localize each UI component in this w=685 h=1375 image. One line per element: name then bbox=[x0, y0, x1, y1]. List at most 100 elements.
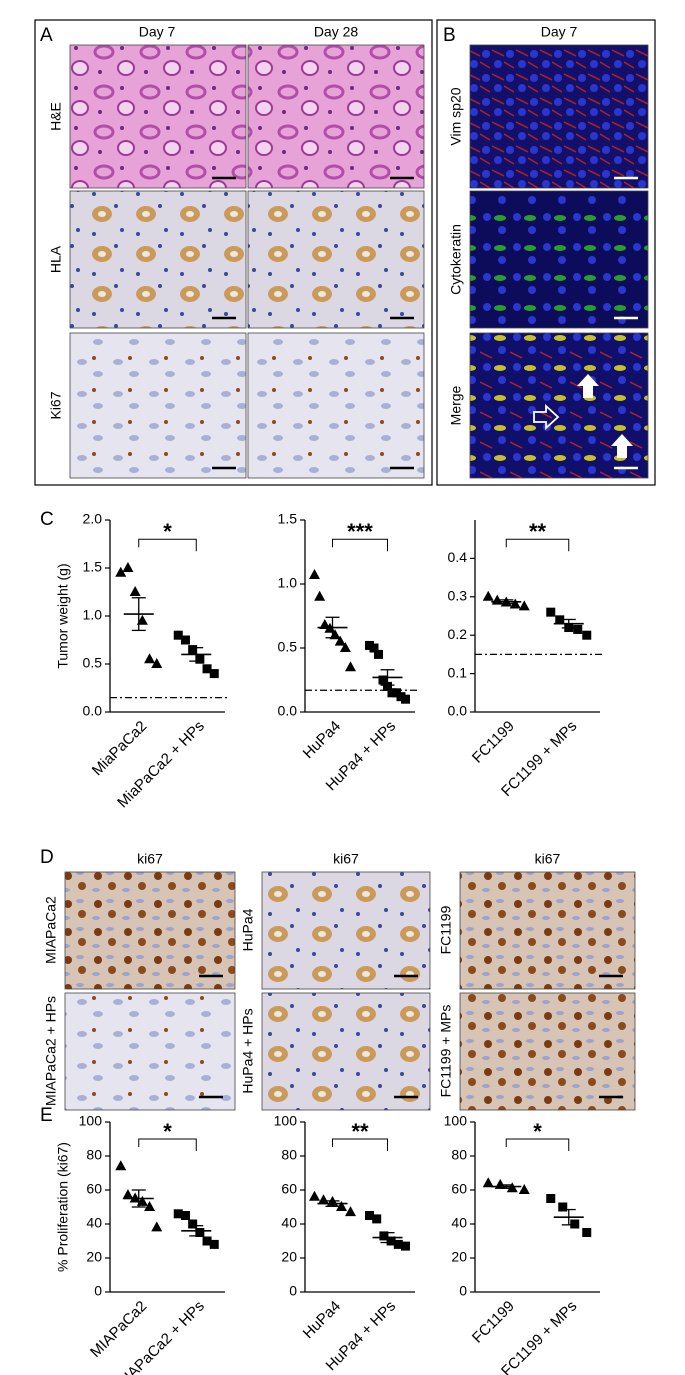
data-point bbox=[309, 569, 320, 580]
y-tick-label: 0.2 bbox=[448, 626, 468, 642]
y-tick-label: 0.0 bbox=[448, 703, 468, 719]
arrow bbox=[577, 374, 599, 398]
data-point bbox=[509, 598, 521, 609]
panel-label: D bbox=[40, 847, 54, 868]
y-tick-label: 1.0 bbox=[83, 607, 103, 623]
data-point bbox=[309, 1190, 320, 1201]
row-label: Vim sp20 bbox=[448, 87, 464, 145]
row-label: FC1199 bbox=[438, 905, 454, 954]
data-point bbox=[136, 614, 148, 625]
y-tick-label: 2.0 bbox=[83, 511, 103, 527]
y-tick-label: 40 bbox=[86, 1215, 102, 1231]
data-point bbox=[314, 590, 326, 601]
significance-bracket bbox=[332, 538, 388, 552]
data-point bbox=[151, 1221, 163, 1232]
data-point bbox=[546, 607, 556, 617]
y-tick-label: 1.5 bbox=[83, 559, 103, 575]
panel-b-frame bbox=[436, 19, 656, 486]
data-point bbox=[180, 1211, 190, 1220]
x-tick-label: FC1199 bbox=[469, 1298, 518, 1347]
x-tick-label: FC1199 bbox=[469, 718, 518, 767]
significance-bracket bbox=[505, 538, 570, 552]
data-point bbox=[570, 1219, 580, 1229]
data-point bbox=[546, 1194, 556, 1203]
x-tick-label: MiaPaCa2 bbox=[89, 718, 151, 780]
micrograph bbox=[69, 332, 247, 479]
y-tick-label: 0 bbox=[289, 1283, 297, 1299]
micrograph bbox=[69, 44, 247, 189]
panel-label: A bbox=[40, 25, 53, 46]
data-point bbox=[482, 1177, 494, 1188]
data-point bbox=[345, 661, 356, 672]
panel-label: B bbox=[443, 25, 456, 46]
data-point bbox=[401, 1241, 410, 1251]
data-point bbox=[336, 1201, 347, 1211]
data-point bbox=[188, 645, 198, 655]
data-point bbox=[195, 1228, 205, 1237]
y-tick-label: 80 bbox=[86, 1147, 102, 1163]
data-point bbox=[482, 590, 494, 601]
data-point bbox=[122, 562, 134, 572]
micrograph bbox=[261, 871, 431, 990]
data-point bbox=[369, 643, 379, 653]
row-label: Cytokeratin bbox=[448, 224, 464, 295]
data-point bbox=[374, 649, 383, 659]
micrograph bbox=[247, 332, 425, 479]
data-point bbox=[195, 654, 205, 664]
data-point bbox=[319, 618, 331, 629]
row-label: H&E bbox=[48, 102, 64, 131]
y-tick-label: 20 bbox=[281, 1249, 297, 1265]
data-point bbox=[555, 615, 565, 625]
y-tick-label: 100 bbox=[79, 1113, 103, 1129]
column-title: Day 7 bbox=[541, 24, 578, 40]
y-tick-label: 80 bbox=[281, 1147, 297, 1163]
y-tick-label: 40 bbox=[451, 1215, 467, 1231]
row-label: FC1199 + MPs bbox=[438, 1005, 454, 1098]
row-label: HuPa4 + HPs bbox=[240, 1008, 256, 1093]
y-tick-label: 0.5 bbox=[278, 639, 298, 655]
y-tick-label: 0.3 bbox=[448, 588, 468, 604]
panel-a-frame bbox=[34, 19, 433, 486]
data-point bbox=[401, 694, 410, 704]
significance-bracket bbox=[138, 538, 197, 552]
data-point bbox=[379, 1231, 389, 1241]
significance: * bbox=[533, 1119, 542, 1144]
data-point bbox=[582, 630, 592, 640]
data-point bbox=[393, 1239, 403, 1249]
data-point bbox=[383, 681, 392, 691]
row-label: HLA bbox=[48, 245, 64, 273]
arrow bbox=[611, 434, 633, 458]
y-tick-label: 0 bbox=[94, 1283, 102, 1299]
y-axis-title: Tumor weight (g) bbox=[55, 563, 71, 668]
data-point bbox=[115, 566, 127, 577]
data-point bbox=[188, 1219, 198, 1229]
column-title: Day 28 bbox=[314, 24, 359, 40]
y-tick-label: 20 bbox=[451, 1249, 467, 1265]
column-title: ki67 bbox=[137, 851, 163, 867]
y-tick-label: 20 bbox=[86, 1249, 102, 1265]
data-point bbox=[202, 1236, 212, 1246]
significance: *** bbox=[347, 519, 373, 544]
row-label: MIAPaCa2 + HPs bbox=[43, 996, 59, 1106]
significance: * bbox=[163, 1119, 172, 1144]
significance: ** bbox=[351, 1119, 369, 1144]
significance-bracket bbox=[332, 1138, 388, 1151]
y-axis-title: % Proliferation (ki67) bbox=[55, 1142, 71, 1272]
micrograph bbox=[247, 44, 425, 189]
panel-label: C bbox=[40, 509, 54, 530]
x-tick-label: HuPa4 bbox=[300, 1298, 344, 1342]
data-point bbox=[122, 1189, 134, 1200]
x-tick-label: HuPa4 bbox=[300, 718, 344, 762]
significance: ** bbox=[529, 519, 547, 544]
data-point bbox=[209, 1239, 219, 1249]
data-point bbox=[558, 1202, 568, 1212]
data-point bbox=[173, 1209, 183, 1219]
data-point bbox=[136, 1195, 148, 1206]
data-point bbox=[129, 586, 141, 596]
data-point bbox=[378, 675, 388, 685]
micrograph bbox=[469, 44, 649, 189]
data-point bbox=[582, 1228, 592, 1237]
y-tick-label: 0.0 bbox=[83, 703, 103, 719]
y-tick-label: 0.1 bbox=[448, 664, 468, 680]
